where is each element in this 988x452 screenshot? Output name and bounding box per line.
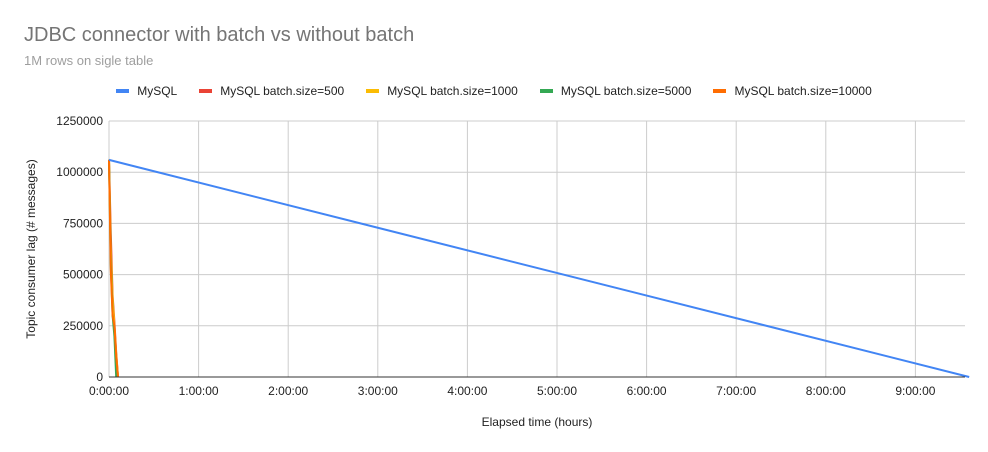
x-tick-label: 7:00:00	[716, 384, 756, 398]
series-line	[108, 158, 970, 378]
y-tick-label: 500000	[63, 268, 103, 282]
legend-label: MySQL batch.size=1000	[387, 84, 518, 98]
y-tick-label: 250000	[63, 319, 103, 333]
y-tick-label: 0	[96, 370, 103, 384]
legend-item-batch-500[interactable]: MySQL batch.size=500	[199, 84, 344, 98]
x-tick-label: 8:00:00	[806, 384, 846, 398]
legend-swatch-icon	[116, 89, 130, 93]
x-tick-label: 2:00:00	[268, 384, 308, 398]
y-tick-label: 1250000	[56, 114, 103, 128]
x-axis-ticks: 0:00:00 1:00:00 2:00:00 3:00:00 4:00:00 5:00:…	[89, 384, 936, 398]
y-axis-ticks: 0 250000 500000 750000 1000000 1250000	[56, 114, 103, 384]
y-axis-title: Topic consumer lag (# messages)	[24, 159, 38, 338]
y-tick-label: 1000000	[56, 165, 103, 179]
data-lines	[108, 158, 970, 378]
x-tick-label: 9:00:00	[895, 384, 935, 398]
chart-subtitle: 1M rows on sigle table	[24, 53, 154, 68]
legend-label: MySQL batch.size=5000	[560, 84, 692, 98]
y-tick-label: 750000	[63, 216, 103, 230]
legend-swatch-icon	[539, 89, 553, 93]
x-axis-title: Elapsed time (hours)	[482, 415, 593, 429]
chart-legend: MySQL MySQL batch.size=500 MySQL batch.s…	[0, 84, 988, 98]
legend-swatch-icon	[199, 89, 213, 93]
legend-item-batch-10000[interactable]: MySQL batch.size=10000	[713, 84, 872, 98]
gridlines	[108, 120, 965, 377]
legend-label: MySQL batch.size=10000	[734, 84, 872, 98]
legend-swatch-icon	[366, 89, 380, 93]
legend-item-mysql[interactable]: MySQL	[116, 84, 177, 98]
legend-swatch-icon	[713, 89, 727, 93]
x-tick-label: 4:00:00	[447, 384, 487, 398]
legend-item-batch-5000[interactable]: MySQL batch.size=5000	[539, 84, 692, 98]
x-tick-label: 1:00:00	[179, 384, 219, 398]
series-line	[108, 159, 119, 378]
legend-label: MySQL	[137, 84, 178, 98]
x-tick-label: 6:00:00	[627, 384, 667, 398]
chart-title: JDBC connector with batch vs without bat…	[24, 24, 415, 46]
legend-label: MySQL batch.size=500	[220, 84, 345, 98]
x-tick-label: 3:00:00	[358, 384, 398, 398]
x-tick-label: 5:00:00	[537, 384, 577, 398]
x-tick-label: 0:00:00	[89, 384, 129, 398]
legend-item-batch-1000[interactable]: MySQL batch.size=1000	[366, 84, 518, 98]
